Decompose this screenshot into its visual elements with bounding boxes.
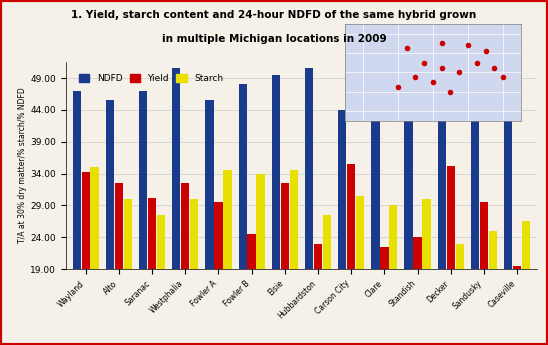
Bar	[214, 202, 222, 345]
Bar	[404, 91, 413, 345]
Bar	[238, 85, 247, 345]
Bar	[272, 75, 280, 345]
Text: 1. Yield, starch content and 24-hour NDFD of the same hybrid grown: 1. Yield, starch content and 24-hour NDF…	[71, 10, 477, 20]
Bar	[413, 237, 422, 345]
Bar	[157, 215, 165, 345]
Bar	[190, 199, 198, 345]
Bar	[206, 100, 214, 345]
Bar	[513, 266, 521, 345]
Bar	[338, 110, 346, 345]
Bar	[256, 174, 265, 345]
Bar	[90, 167, 99, 345]
Bar	[423, 199, 431, 345]
Bar	[323, 215, 331, 345]
Legend: NDFD, Yield, Starch: NDFD, Yield, Starch	[75, 71, 227, 87]
Bar	[289, 170, 298, 345]
Bar	[389, 205, 397, 345]
Bar	[314, 244, 322, 345]
Bar	[455, 244, 464, 345]
Bar	[148, 198, 156, 345]
Bar	[356, 196, 364, 345]
Bar	[172, 68, 180, 345]
Bar	[223, 170, 232, 345]
Bar	[305, 68, 313, 345]
Bar	[438, 110, 446, 345]
Bar	[115, 183, 123, 345]
Bar	[471, 110, 479, 345]
Bar	[371, 100, 380, 345]
Bar	[281, 183, 289, 345]
Bar	[106, 100, 114, 345]
Y-axis label: T/A at 30% dry matter/% starch/% NDFD: T/A at 30% dry matter/% starch/% NDFD	[19, 88, 27, 244]
Bar	[380, 247, 389, 345]
Bar	[489, 231, 497, 345]
Bar	[248, 234, 256, 345]
Bar	[82, 172, 90, 345]
Bar	[447, 166, 455, 345]
Bar	[72, 91, 81, 345]
Bar	[522, 221, 530, 345]
Bar	[181, 183, 190, 345]
Bar	[124, 199, 132, 345]
Bar	[347, 164, 355, 345]
Bar	[139, 91, 147, 345]
Bar	[480, 202, 488, 345]
Text: in multiple Michigan locations in 2009: in multiple Michigan locations in 2009	[162, 34, 386, 45]
Bar	[504, 81, 512, 345]
